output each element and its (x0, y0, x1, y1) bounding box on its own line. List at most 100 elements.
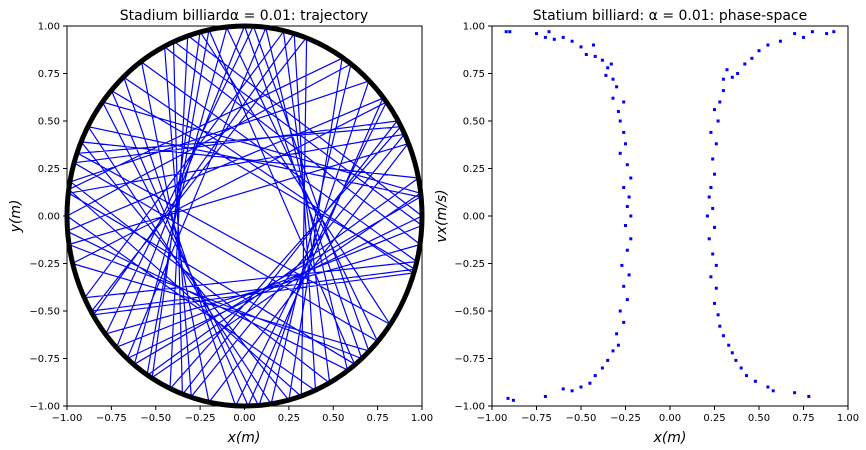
trajectory-ytick-label: 0.00 (38, 212, 60, 223)
phase-space-point (739, 366, 743, 370)
phase-space-point (709, 130, 713, 134)
phase-space-point (743, 62, 747, 66)
phase-space-axes-frame (491, 25, 849, 407)
phase-space-xtick-label: 0.50 (748, 413, 770, 424)
trajectory-ylabel: y(m) (8, 200, 24, 234)
phase-space-point (579, 385, 583, 389)
trajectory-xlabel: x(m) (227, 430, 261, 446)
trajectory-xtick-label: 1.00 (411, 413, 433, 424)
phase-space-point (543, 395, 547, 398)
trajectory-xtick-label: 0.00 (233, 413, 255, 424)
phase-space-point (593, 54, 597, 58)
phase-space-point (611, 77, 615, 81)
phase-space-point (629, 214, 633, 218)
phase-space-xtick-label: −1.00 (477, 413, 508, 424)
phase-space-xtick-label: −0.75 (521, 413, 552, 424)
phase-space-point (629, 237, 633, 241)
phase-space-point (766, 43, 770, 47)
phase-space-point (627, 195, 631, 199)
phase-space-xtick-label: −0.50 (566, 413, 597, 424)
trajectory-title: Stadium billiardα = 0.01: trajectory (120, 8, 368, 24)
phase-space-point (721, 89, 725, 93)
phase-space-point (547, 30, 551, 34)
phase-space-ytick-label: −0.75 (454, 354, 485, 365)
phase-space-point (707, 237, 711, 241)
phase-space-point (714, 286, 718, 290)
phase-space-title: Statium billiard: α = 0.01: phase-space (533, 8, 807, 24)
phase-space-point (616, 343, 620, 347)
phase-space-point (711, 157, 715, 161)
trajectory-panel: Stadium billiardα = 0.01: trajectory −1.… (8, 8, 433, 446)
phase-space-point (561, 35, 565, 39)
phase-space-point (511, 398, 515, 402)
phase-space-point (625, 163, 629, 167)
phase-space-point (604, 73, 608, 77)
phase-space-ytick-label: −0.25 (454, 259, 485, 270)
trajectory-ytick-label: 0.50 (38, 117, 60, 128)
phase-space-point (609, 62, 613, 66)
phase-space-point (625, 205, 629, 208)
phase-space-point (721, 334, 725, 338)
phase-space-point (622, 320, 626, 324)
phase-space-point (714, 263, 718, 267)
phase-space-point (711, 206, 715, 210)
trajectory-yticks: −1.00 −0.75 −0.50 −0.25 0.00 0.25 0.50 0.75 1.00 (29, 22, 67, 413)
phase-space-point (832, 30, 836, 34)
phase-space-point (771, 389, 775, 393)
trajectory-xtick-label: −0.50 (140, 413, 171, 424)
phase-space-xtick-label: −0.25 (610, 413, 641, 424)
phase-space-point (766, 385, 770, 389)
phase-space-point (622, 100, 626, 104)
phase-space-xtick-label: 1.00 (837, 413, 859, 424)
phase-space-ytick-label: 1.00 (463, 22, 485, 33)
phase-space-point (570, 389, 574, 393)
trajectory-xtick-label: 0.75 (366, 413, 388, 424)
phase-space-point (618, 151, 622, 155)
phase-space-ytick-label: −1.00 (454, 402, 485, 413)
phase-space-point (707, 195, 711, 199)
phase-space-point (713, 172, 716, 176)
phase-space-point (753, 379, 757, 383)
phase-space-point (721, 77, 725, 81)
phase-space-point (506, 396, 510, 400)
phase-space-xlabel: x(m) (653, 430, 687, 446)
phase-space-point (622, 130, 626, 134)
phase-space-point (600, 366, 604, 370)
phase-space-point (543, 35, 547, 39)
phase-space-panel: Statium billiard: α = 0.01: phase-space … (434, 8, 859, 446)
phase-space-point (714, 142, 718, 146)
trajectory-ytick-label: −1.00 (29, 402, 60, 413)
trajectory-plot-area (64, 23, 425, 409)
trajectory-xtick-label: 0.50 (322, 413, 344, 424)
phase-space-point (713, 301, 716, 305)
phase-space-point (716, 313, 720, 317)
phase-space-point (727, 343, 731, 347)
trajectory-xticks: −1.00 −0.75 −0.50 −0.25 0.00 0.25 0.50 0.75 1.00 (52, 406, 433, 424)
phase-space-point (615, 85, 619, 89)
phase-space-point (730, 75, 734, 79)
phase-space-point (625, 248, 629, 252)
phase-space-point (561, 387, 565, 391)
phase-space-point (570, 39, 574, 43)
phase-space-plot-area (504, 30, 836, 402)
phase-space-ytick-label: 0.50 (463, 117, 485, 128)
phase-space-yticks: −1.00 −0.75 −0.50 −0.25 0.00 0.25 0.50 0.75 1.00 (454, 22, 492, 413)
phase-space-point (620, 263, 624, 267)
phase-space-point (611, 349, 615, 353)
phase-space-point (593, 374, 597, 378)
phase-space-point (629, 176, 633, 180)
trajectory-ytick-label: −0.75 (29, 354, 60, 365)
phase-space-point (606, 358, 610, 362)
phase-space-point (705, 214, 709, 218)
phase-space-point (711, 252, 715, 256)
phase-space-point (579, 45, 583, 49)
phase-space-ytick-label: −0.50 (454, 307, 485, 318)
phase-space-point (778, 39, 782, 43)
phase-space-point (622, 186, 626, 189)
phase-space-point (725, 68, 729, 72)
phase-space-point (618, 309, 622, 313)
phase-space-point (734, 358, 738, 362)
trajectory-ytick-label: 1.00 (38, 22, 60, 33)
phase-space-point (611, 96, 615, 100)
